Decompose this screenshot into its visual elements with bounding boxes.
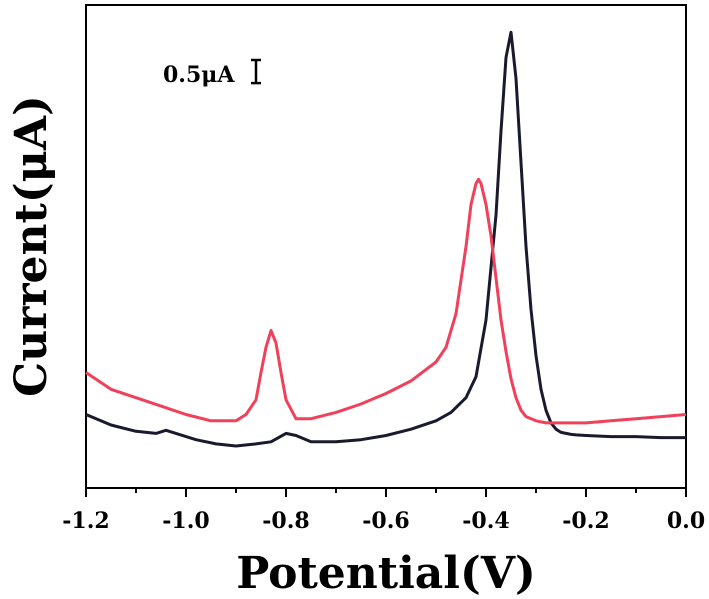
series-line-1 <box>85 30 686 448</box>
x-tick-label: -0.2 <box>562 508 609 534</box>
scale-bar <box>251 58 261 85</box>
series-line-2 <box>85 177 687 425</box>
x-tick-label: -0.4 <box>462 508 509 534</box>
x-axis-ticks <box>85 488 687 497</box>
x-axis-label: Potential(V) <box>236 548 536 599</box>
x-tick-label: -0.6 <box>362 508 409 534</box>
y-axis-label: Current(μA) <box>6 95 57 397</box>
x-tick-label: -1.0 <box>162 508 209 534</box>
x-axis-tick-labels: -1.2 -1.0 -0.8 -0.6 -0.4 -0.2 0.0 <box>62 508 705 534</box>
x-tick-label: -1.2 <box>62 508 109 534</box>
x-tick-label: 0.0 <box>667 508 705 534</box>
scale-bar-label: 0.5μA <box>163 62 235 88</box>
series-layer <box>85 30 687 448</box>
x-tick-label: -0.8 <box>262 508 309 534</box>
